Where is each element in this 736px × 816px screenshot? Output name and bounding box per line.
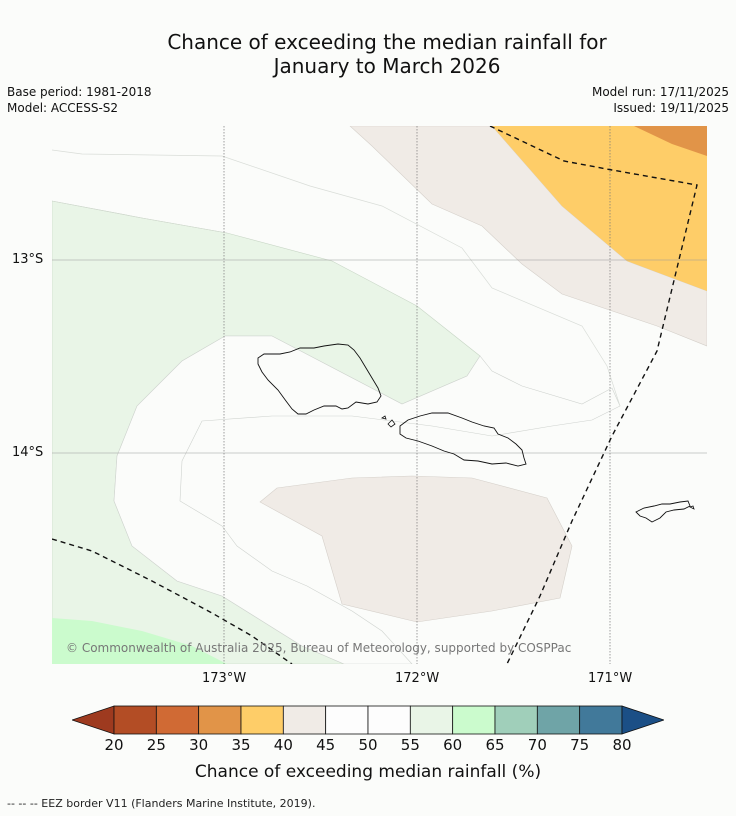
- colorbar-swatch: [240, 705, 284, 735]
- map-title: Chance of exceeding the median rainfall …: [0, 30, 736, 78]
- colorbar-tick-label: 45: [316, 736, 336, 754]
- island-tutuila: [635, 500, 691, 523]
- region-50-55-centre: [113, 335, 621, 664]
- title-line-2: January to March 2026: [273, 54, 501, 78]
- colorbar-swatch: [155, 705, 200, 735]
- island-savaii: [257, 343, 382, 415]
- colorbar-label: Chance of exceeding median rainfall (%): [194, 762, 542, 782]
- colorbar-tick-label: 60: [443, 736, 463, 754]
- map-svg: [52, 126, 707, 664]
- island-aunuu: [688, 505, 695, 510]
- map-area: [52, 126, 707, 664]
- colorbar-swatch: [494, 705, 538, 735]
- region-60-65-southwest: [52, 618, 227, 664]
- base-period: Base period: 1981-2018: [7, 85, 152, 99]
- lon-label-171w: 171°W: [588, 671, 633, 686]
- meta-left: Base period: 1981-2018 Model: ACCESS-S2: [7, 84, 152, 116]
- colorbar-swatch: [325, 705, 369, 735]
- colorbar-tick-label: 70: [527, 736, 547, 754]
- contour-line-2: [52, 200, 228, 234]
- lon-label-172w: 172°W: [395, 671, 440, 686]
- colorbar-tick-label: 20: [104, 736, 124, 754]
- colorbar-swatch: [536, 705, 581, 735]
- model-name: Model: ACCESS-S2: [7, 101, 119, 115]
- title-line-1: Chance of exceeding the median rainfall …: [167, 30, 607, 54]
- colorbar-extend-low: [72, 705, 115, 735]
- model-run: Model run: 17/11/2025: [591, 85, 729, 99]
- colorbar-tick-label: 55: [400, 736, 420, 754]
- lat-label-13s: 13°S: [12, 252, 44, 267]
- copyright-notice: © Commonwealth of Australia 2025, Bureau…: [66, 641, 572, 655]
- colorbar-tick-label: 75: [570, 736, 590, 754]
- eez-footnote: -- -- -- EEZ border V11 (Flanders Marine…: [7, 797, 316, 810]
- lat-label-14s: 14°S: [12, 445, 44, 460]
- colorbar-extend-high: [621, 705, 664, 735]
- region-35-40-northeast: [492, 126, 707, 291]
- island-apolima: [381, 415, 387, 420]
- island-manono: [387, 419, 396, 428]
- colorbar-tick-label: 65: [485, 736, 505, 754]
- colorbar-swatch: [198, 705, 242, 735]
- island-upolu: [399, 412, 527, 467]
- colorbar: [72, 705, 664, 735]
- issued-date: Issued: 19/11/2025: [613, 101, 729, 115]
- contour-line-1: [52, 149, 621, 407]
- colorbar-tick-label: 80: [612, 736, 632, 754]
- colorbar-tick-label: 30: [189, 736, 209, 754]
- meta-right: Model run: 17/11/2025 Issued: 19/11/2025: [592, 84, 729, 116]
- colorbar-swatch: [282, 705, 327, 735]
- colorbar-swatch: [367, 705, 411, 735]
- colorbar-tick-label: 25: [146, 736, 166, 754]
- lon-label-173w: 173°W: [202, 671, 247, 686]
- eez-border-northeast: [489, 126, 698, 664]
- colorbar-swatch: [579, 705, 623, 735]
- colorbar-tick-label: 40: [273, 736, 293, 754]
- colorbar-swatch: [409, 705, 454, 735]
- region-30-35-corner: [634, 126, 707, 156]
- colorbar-swatch: [113, 705, 157, 735]
- region-40-45-south: [259, 475, 573, 623]
- colorbar-ticks: 20 25 30 35 40 45 50 55 60 65 70 75 80: [0, 736, 736, 758]
- colorbar-tick-label: 50: [358, 736, 378, 754]
- colorbar-tick-label: 35: [231, 736, 251, 754]
- colorbar-swatch: [452, 705, 496, 735]
